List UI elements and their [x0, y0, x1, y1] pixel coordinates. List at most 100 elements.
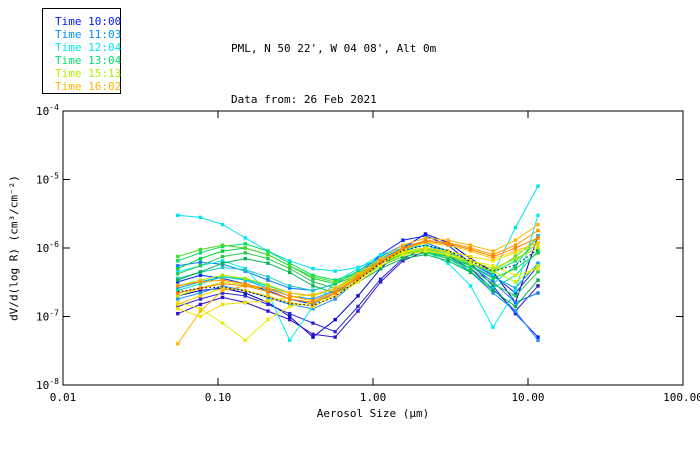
data-point-marker	[198, 278, 203, 282]
data-point-marker	[491, 284, 495, 288]
data-point-marker	[198, 270, 203, 274]
data-point-marker	[287, 266, 292, 271]
data-point-marker	[287, 294, 292, 298]
data-point-marker	[401, 246, 405, 251]
data-point-marker	[243, 246, 247, 250]
data-point-marker	[176, 288, 180, 293]
data-point-marker	[243, 251, 247, 255]
data-point-marker	[266, 302, 270, 307]
data-point-marker	[423, 246, 428, 250]
data-point-marker	[287, 304, 292, 309]
data-point-marker	[333, 278, 337, 282]
data-point-marker	[198, 294, 203, 298]
data-point-marker	[491, 282, 495, 286]
data-point-marker	[311, 275, 315, 279]
data-point-marker	[513, 264, 518, 268]
data-point-marker	[220, 280, 225, 284]
data-point-marker	[311, 332, 315, 336]
data-point-marker	[513, 311, 518, 316]
data-point-marker	[333, 280, 337, 284]
legend-item-time-1000: Time 10:00	[55, 15, 122, 28]
data-point-marker	[401, 243, 405, 247]
data-point-marker	[401, 259, 405, 263]
data-point-marker	[536, 251, 540, 255]
data-point-marker	[513, 225, 518, 230]
series-polyline	[177, 244, 539, 306]
data-point-marker	[446, 252, 450, 257]
legend-item-time-1204: Time 12:04	[55, 41, 122, 54]
series-polyline	[177, 185, 539, 275]
data-point-marker	[513, 294, 518, 298]
data-point-marker	[198, 256, 203, 261]
data-point-marker	[287, 284, 292, 288]
data-point-marker	[243, 284, 247, 288]
data-point-marker	[287, 264, 292, 268]
data-point-marker	[176, 272, 180, 276]
data-point-marker	[311, 300, 315, 305]
data-point-marker	[513, 266, 518, 271]
data-point-marker	[176, 342, 180, 346]
data-point-marker	[513, 304, 518, 309]
data-point-marker	[176, 278, 180, 282]
data-point-marker	[536, 270, 540, 274]
data-point-marker	[287, 261, 292, 265]
data-point-marker	[243, 338, 247, 342]
data-point-marker	[468, 254, 473, 259]
data-point-marker	[333, 269, 337, 273]
data-point-marker	[513, 288, 518, 293]
data-point-marker	[311, 299, 315, 303]
data-point-marker	[536, 266, 540, 271]
data-point-marker	[176, 300, 180, 305]
data-point-marker	[266, 317, 270, 322]
data-point-marker	[491, 254, 495, 259]
data-point-marker	[311, 280, 315, 284]
data-point-marker	[287, 259, 292, 263]
series-line-23	[176, 236, 540, 305]
data-point-marker	[491, 264, 495, 268]
legend-box: Time 10:00 Time 11:03 Time 12:04 Time 13…	[42, 8, 121, 94]
data-point-marker	[491, 291, 495, 295]
x-tick-label: 10.00	[511, 391, 544, 404]
data-point-marker	[536, 261, 540, 265]
data-point-marker	[311, 284, 315, 288]
data-point-marker	[243, 291, 247, 295]
x-tick-label: 1.00	[360, 391, 387, 404]
data-point-marker	[176, 311, 180, 316]
data-point-marker	[311, 335, 315, 339]
data-point-marker	[513, 291, 518, 295]
data-point-marker	[536, 264, 540, 268]
data-point-marker	[287, 300, 292, 305]
data-point-marker	[176, 259, 180, 263]
data-point-marker	[176, 306, 180, 311]
data-point-marker	[378, 252, 383, 257]
data-point-marker	[266, 278, 270, 282]
data-point-marker	[311, 288, 315, 293]
data-point-marker	[266, 252, 270, 257]
data-point-marker	[491, 280, 495, 284]
data-point-marker	[513, 309, 518, 313]
data-point-marker	[378, 256, 383, 261]
data-point-marker	[176, 254, 180, 259]
data-point-marker	[287, 291, 292, 295]
data-point-marker	[198, 280, 203, 284]
data-point-marker	[401, 252, 405, 257]
data-point-marker	[220, 243, 225, 247]
data-point-marker	[491, 276, 495, 281]
data-point-marker	[423, 232, 428, 236]
data-point-marker	[333, 294, 337, 298]
data-point-marker	[311, 306, 315, 311]
data-point-marker	[243, 268, 247, 272]
data-point-marker	[287, 297, 292, 301]
data-point-marker	[356, 272, 360, 276]
data-point-marker	[491, 286, 495, 290]
data-point-marker	[198, 247, 203, 252]
data-point-marker	[333, 329, 337, 334]
data-point-marker	[513, 249, 518, 253]
data-point-marker	[356, 304, 360, 309]
data-point-marker	[446, 259, 450, 263]
data-point-marker	[513, 280, 518, 284]
data-point-marker	[176, 264, 180, 268]
data-point-marker	[468, 256, 473, 261]
data-point-marker	[401, 238, 405, 242]
data-point-marker	[536, 236, 540, 240]
